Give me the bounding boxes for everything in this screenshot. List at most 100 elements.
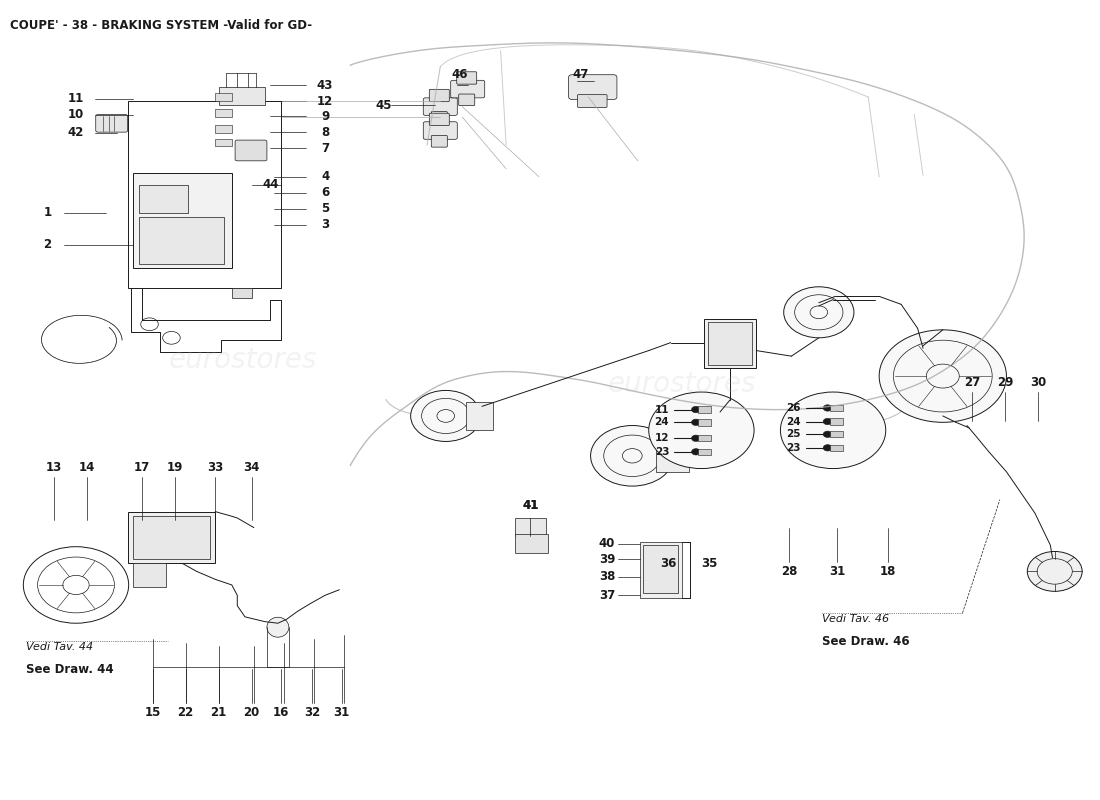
- FancyBboxPatch shape: [96, 114, 128, 132]
- Text: 39: 39: [598, 553, 615, 566]
- Text: 30: 30: [1030, 376, 1046, 389]
- Bar: [698, 449, 712, 455]
- Text: 6: 6: [321, 186, 329, 199]
- Circle shape: [692, 435, 701, 442]
- Text: 28: 28: [781, 565, 798, 578]
- Text: 26: 26: [786, 403, 801, 413]
- Text: 8: 8: [321, 126, 329, 138]
- Bar: [829, 431, 843, 438]
- Text: 3: 3: [321, 218, 329, 231]
- Text: 11: 11: [654, 405, 669, 414]
- Text: 17: 17: [134, 462, 150, 474]
- Text: 35: 35: [701, 557, 717, 570]
- Text: 12: 12: [654, 434, 669, 443]
- Bar: [216, 138, 232, 146]
- FancyBboxPatch shape: [459, 94, 475, 106]
- Text: eurostores: eurostores: [607, 370, 756, 398]
- Text: 34: 34: [243, 462, 260, 474]
- Bar: [465, 402, 493, 430]
- Bar: [704, 318, 757, 368]
- Text: 47: 47: [572, 68, 588, 82]
- Text: 33: 33: [207, 462, 223, 474]
- Bar: [133, 515, 210, 559]
- Bar: [698, 435, 712, 442]
- Bar: [128, 512, 216, 563]
- Circle shape: [879, 330, 1007, 422]
- FancyBboxPatch shape: [569, 74, 617, 99]
- Bar: [139, 217, 224, 265]
- Circle shape: [783, 286, 854, 338]
- FancyBboxPatch shape: [431, 111, 448, 123]
- FancyBboxPatch shape: [429, 90, 449, 102]
- FancyBboxPatch shape: [451, 80, 485, 98]
- Text: 31: 31: [829, 565, 846, 578]
- Bar: [698, 406, 712, 413]
- Text: COUPE' - 38 - BRAKING SYSTEM -Valid for GD-: COUPE' - 38 - BRAKING SYSTEM -Valid for …: [10, 19, 312, 32]
- Text: 4: 4: [321, 170, 329, 183]
- Bar: [133, 563, 166, 587]
- Text: 20: 20: [243, 706, 260, 719]
- Text: 23: 23: [654, 447, 669, 457]
- Bar: [128, 101, 282, 288]
- FancyBboxPatch shape: [429, 114, 449, 126]
- FancyBboxPatch shape: [456, 72, 476, 84]
- Circle shape: [823, 418, 832, 425]
- Text: 42: 42: [68, 126, 85, 139]
- Circle shape: [823, 445, 832, 451]
- Bar: [644, 545, 679, 593]
- Text: 38: 38: [598, 570, 615, 583]
- Text: 5: 5: [321, 202, 329, 215]
- Text: 31: 31: [333, 706, 350, 719]
- FancyBboxPatch shape: [424, 122, 458, 139]
- Text: 19: 19: [166, 462, 183, 474]
- Bar: [133, 173, 232, 269]
- Text: 41: 41: [522, 498, 538, 512]
- Text: 2: 2: [43, 238, 52, 251]
- Bar: [515, 518, 546, 535]
- Circle shape: [591, 426, 674, 486]
- FancyBboxPatch shape: [235, 140, 267, 161]
- Bar: [219, 87, 265, 105]
- Text: Vedi Tav. 46: Vedi Tav. 46: [822, 614, 889, 624]
- Text: 37: 37: [598, 589, 615, 602]
- Circle shape: [692, 449, 701, 455]
- Text: Vedi Tav. 44: Vedi Tav. 44: [25, 642, 92, 652]
- Bar: [657, 442, 690, 472]
- Circle shape: [823, 405, 832, 411]
- Text: 10: 10: [68, 108, 84, 121]
- Text: 9: 9: [321, 110, 329, 122]
- Text: 29: 29: [998, 376, 1013, 389]
- Text: 24: 24: [786, 417, 801, 426]
- Text: 13: 13: [46, 462, 63, 474]
- Circle shape: [692, 406, 701, 413]
- Text: 44: 44: [262, 178, 278, 191]
- Text: 1: 1: [43, 206, 52, 219]
- Circle shape: [692, 419, 701, 426]
- Text: 16: 16: [273, 706, 289, 719]
- Text: See Draw. 46: See Draw. 46: [822, 635, 910, 648]
- Circle shape: [1027, 551, 1082, 591]
- Bar: [829, 405, 843, 411]
- Text: 15: 15: [144, 706, 161, 719]
- Text: 11: 11: [68, 92, 84, 105]
- Text: 12: 12: [317, 94, 333, 107]
- Text: 7: 7: [321, 142, 329, 154]
- Text: 21: 21: [210, 706, 227, 719]
- Bar: [515, 534, 548, 553]
- Text: 18: 18: [880, 565, 896, 578]
- Circle shape: [410, 390, 481, 442]
- Text: 32: 32: [304, 706, 320, 719]
- Bar: [216, 125, 232, 133]
- Ellipse shape: [267, 618, 289, 637]
- Text: 45: 45: [375, 98, 392, 111]
- Text: 22: 22: [177, 706, 194, 719]
- Bar: [139, 185, 188, 213]
- Bar: [232, 288, 252, 298]
- FancyBboxPatch shape: [578, 94, 607, 107]
- Text: 23: 23: [786, 443, 801, 453]
- Circle shape: [649, 392, 755, 469]
- Text: eurostores: eurostores: [168, 346, 317, 374]
- Bar: [829, 445, 843, 451]
- Bar: [829, 418, 843, 425]
- FancyBboxPatch shape: [431, 135, 448, 147]
